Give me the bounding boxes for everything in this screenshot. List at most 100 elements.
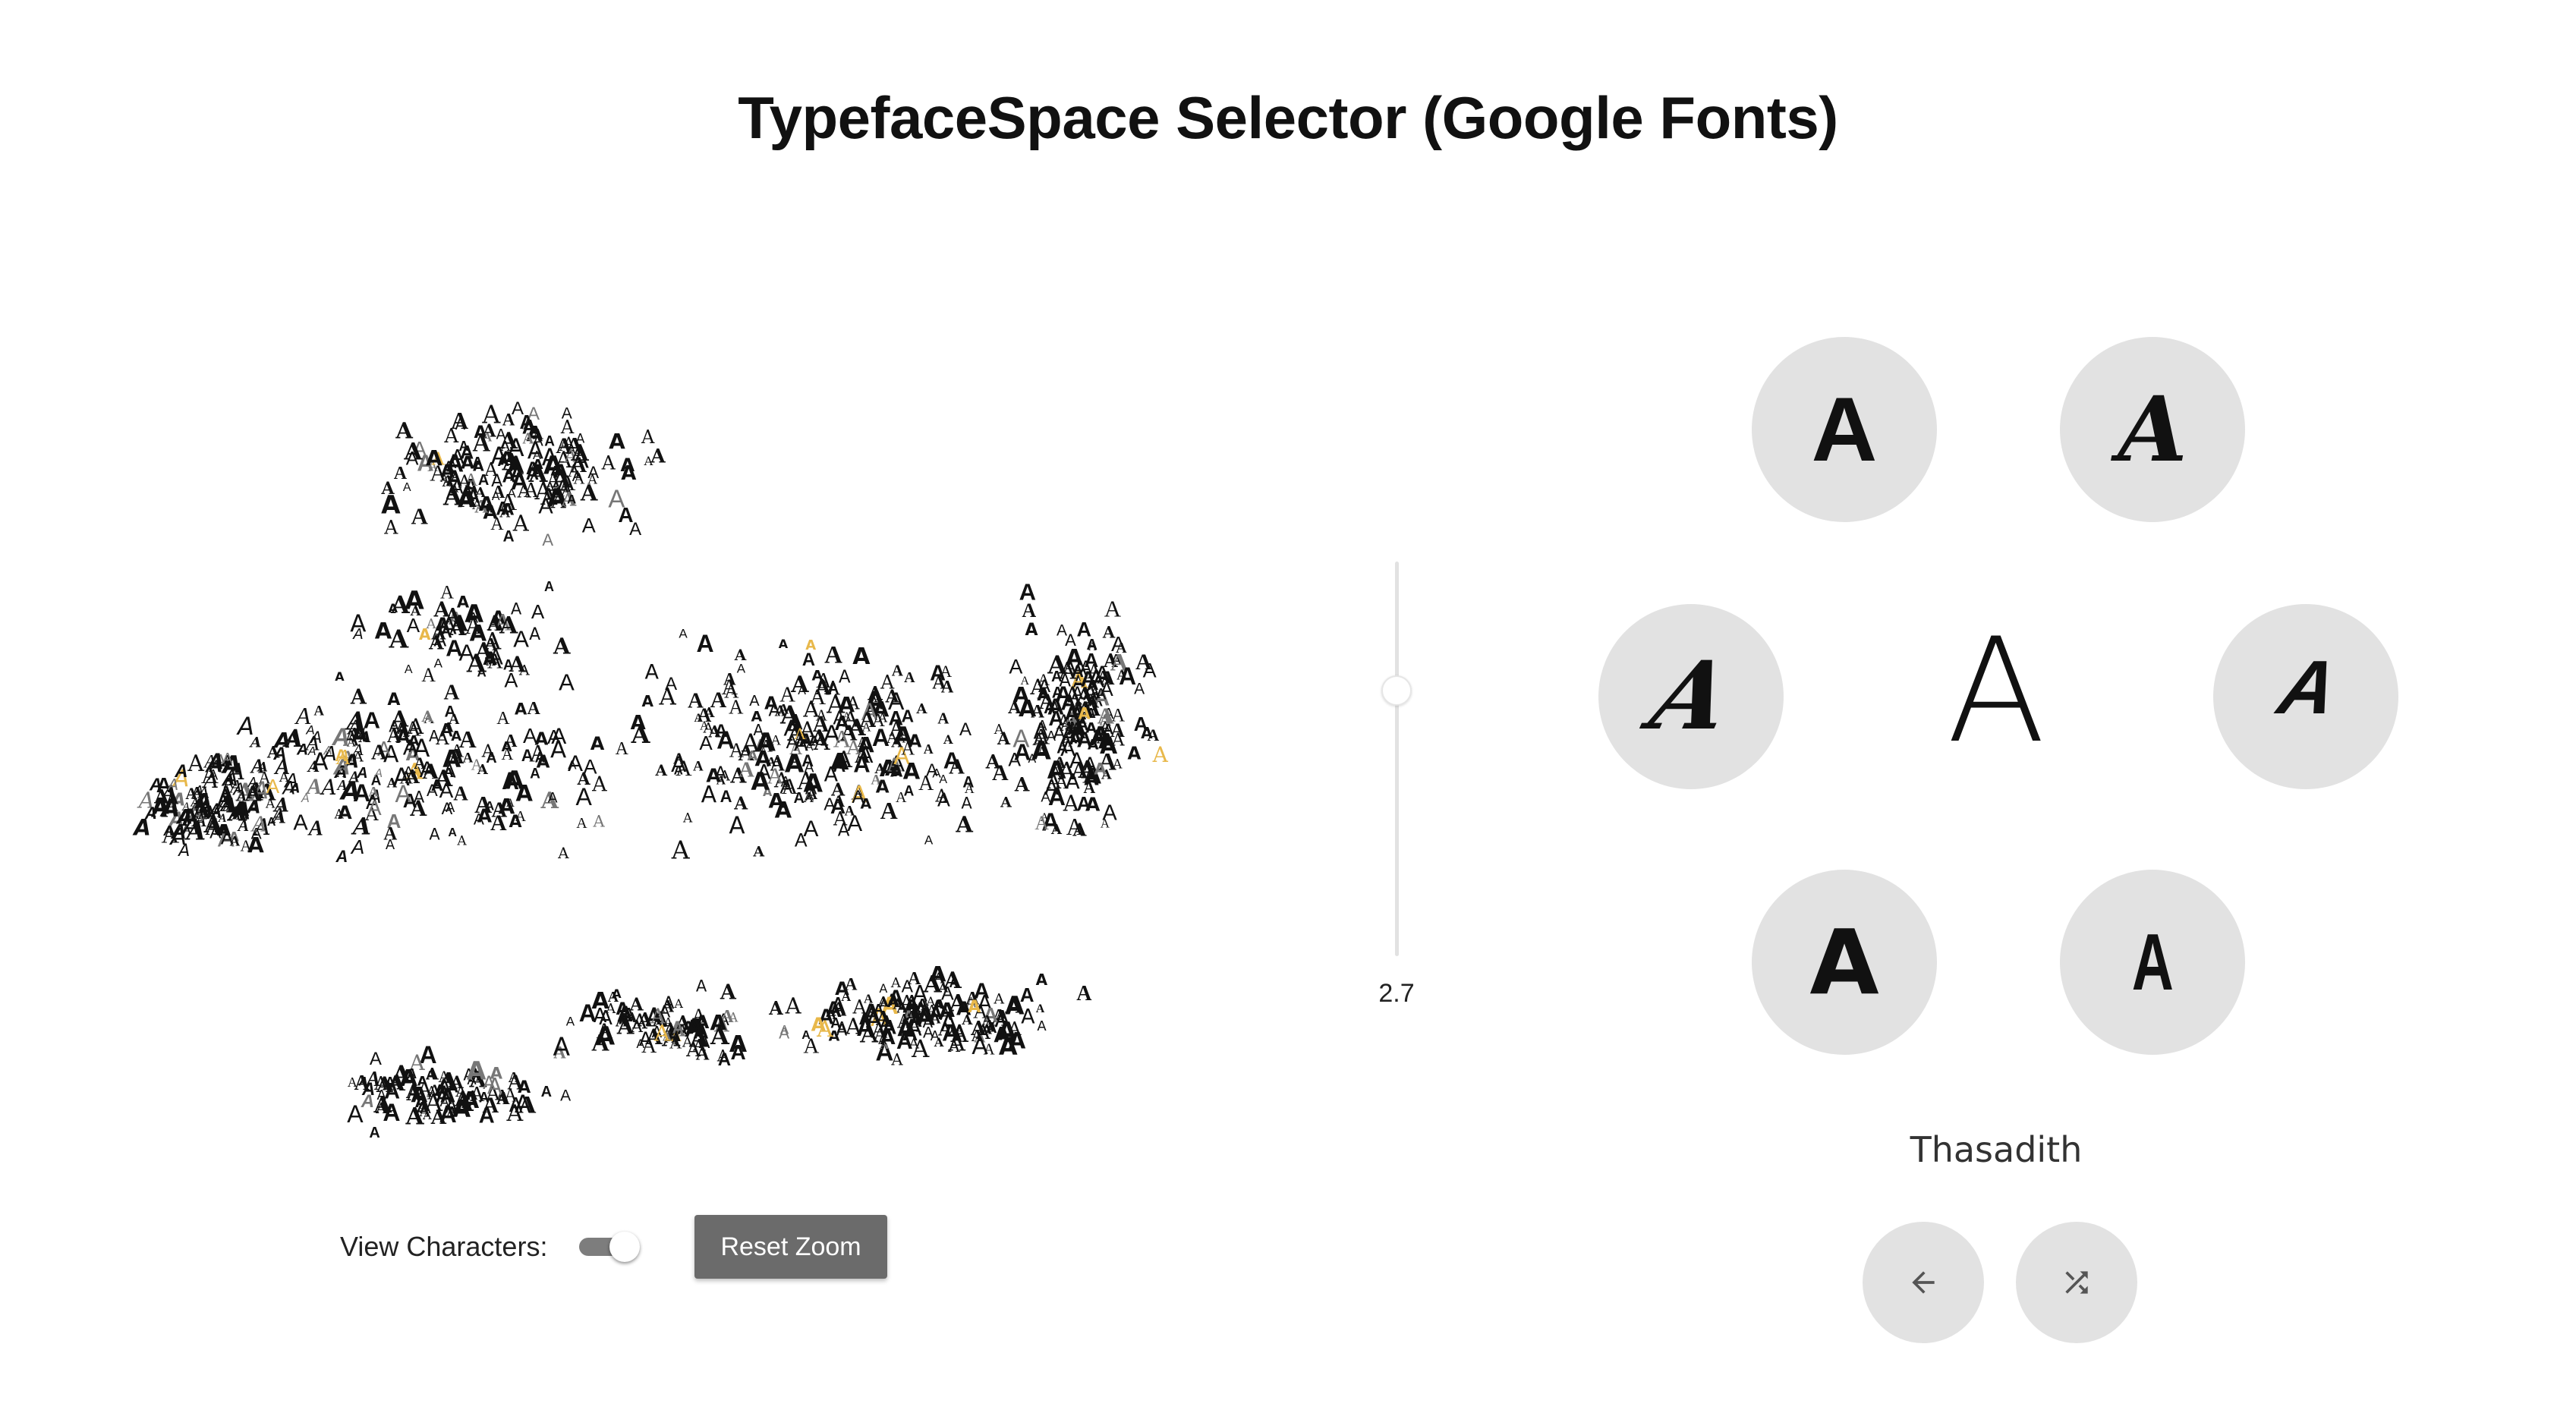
font-glyph-point[interactable]: A (486, 749, 497, 766)
font-glyph-point[interactable]: A (477, 472, 490, 489)
font-glyph-point[interactable]: A (517, 480, 531, 502)
font-glyph-point[interactable]: A (532, 449, 541, 463)
font-glyph-point[interactable]: A (937, 709, 949, 727)
font-glyph-point[interactable]: A (417, 1074, 428, 1090)
font-glyph-point[interactable]: A (446, 448, 464, 477)
font-glyph-point[interactable]: A (460, 442, 474, 464)
font-glyph-point[interactable]: A (439, 582, 455, 603)
font-glyph-point[interactable]: A (790, 754, 799, 768)
font-glyph-point[interactable]: A (696, 630, 714, 658)
font-glyph-point[interactable]: A (948, 1037, 960, 1056)
font-glyph-point[interactable]: A (447, 1079, 458, 1096)
font-glyph-point[interactable]: A (414, 754, 427, 773)
font-glyph-point[interactable]: A (615, 739, 628, 760)
font-glyph-point[interactable]: A (461, 453, 474, 474)
font-glyph-point[interactable]: A (458, 439, 469, 454)
font-glyph-point[interactable]: A (1034, 811, 1050, 834)
font-glyph-point[interactable]: A (307, 773, 323, 799)
font-glyph-point[interactable]: A (531, 600, 545, 623)
font-glyph-point[interactable]: A (337, 777, 348, 795)
font-glyph-point[interactable]: A (458, 472, 471, 493)
font-glyph-point[interactable]: A (305, 731, 320, 756)
font-glyph-point[interactable]: A (358, 1074, 368, 1089)
font-glyph-point[interactable]: A (424, 760, 436, 779)
font-glyph-point[interactable]: A (307, 757, 320, 776)
font-glyph-point[interactable]: A (334, 761, 348, 782)
font-glyph-point[interactable]: A (902, 758, 921, 785)
font-glyph-point[interactable]: A (729, 738, 745, 762)
font-glyph-point[interactable]: A (688, 688, 704, 713)
font-glyph-point[interactable]: A (1008, 1018, 1022, 1040)
font-glyph-point[interactable]: A (348, 715, 361, 740)
font-glyph-point[interactable]: A (608, 484, 625, 513)
font-glyph-point[interactable]: A (1035, 970, 1048, 989)
font-glyph-point[interactable]: A (527, 698, 540, 719)
font-glyph-point[interactable]: A (593, 812, 605, 831)
font-glyph-point[interactable]: A (449, 480, 459, 496)
font-glyph-point[interactable]: A (408, 714, 424, 740)
font-glyph-point[interactable]: A (442, 760, 456, 782)
font-glyph-point[interactable]: A (546, 468, 561, 492)
font-glyph-point[interactable]: A (519, 410, 534, 433)
font-glyph-point[interactable]: A (734, 793, 748, 814)
font-glyph-point[interactable]: A (285, 769, 299, 791)
font-glyph-point[interactable]: A (891, 1050, 903, 1069)
font-glyph-point[interactable]: A (940, 661, 953, 681)
font-glyph-point[interactable]: A (505, 765, 524, 795)
font-glyph-point[interactable]: A (785, 993, 801, 1019)
font-glyph-point[interactable]: A (510, 467, 528, 495)
font-glyph-point[interactable]: A (386, 776, 397, 791)
font-glyph-point[interactable]: A (436, 728, 449, 750)
font-glyph-point[interactable]: A (266, 742, 280, 762)
font-glyph-point[interactable]: A (522, 724, 537, 748)
font-glyph-point[interactable]: A (523, 479, 540, 503)
font-glyph-point[interactable]: A (916, 701, 927, 718)
shuffle-button[interactable] (2016, 1222, 2137, 1343)
view-characters-toggle[interactable] (579, 1232, 641, 1262)
font-glyph-point[interactable]: A (982, 1012, 993, 1027)
font-glyph-point[interactable]: A (1088, 640, 1097, 654)
font-glyph-point[interactable]: A (566, 492, 577, 507)
font-glyph-point[interactable]: A (1141, 723, 1153, 742)
font-glyph-point[interactable]: A (906, 1015, 922, 1041)
font-glyph-point[interactable]: A (405, 744, 420, 765)
font-glyph-point[interactable]: A (450, 476, 464, 499)
font-glyph-point[interactable]: A (237, 711, 254, 741)
font-glyph-point[interactable]: A (729, 1031, 748, 1059)
font-glyph-point[interactable]: A (1065, 630, 1076, 650)
zoom-slider[interactable] (1381, 562, 1412, 956)
font-glyph-point[interactable]: A (527, 403, 540, 424)
font-glyph-point[interactable]: A (458, 486, 474, 512)
font-glyph-point[interactable]: A (509, 813, 522, 832)
font-glyph-point[interactable]: A (342, 747, 354, 765)
font-glyph-point[interactable]: A (274, 794, 289, 817)
font-glyph-point[interactable]: A (363, 706, 380, 734)
font-glyph-point[interactable]: A (526, 421, 543, 447)
font-glyph-point[interactable]: A (413, 733, 430, 763)
font-glyph-point[interactable]: A (335, 746, 348, 766)
font-glyph-point[interactable]: A (357, 764, 368, 782)
font-glyph-point[interactable]: A (571, 439, 589, 467)
font-glyph-point[interactable]: A (475, 484, 486, 501)
font-glyph-point[interactable]: A (514, 700, 527, 719)
font-glyph-point[interactable]: A (443, 719, 454, 735)
neighbor-font-left[interactable]: A (1598, 604, 1784, 789)
font-glyph-point[interactable]: A (385, 837, 395, 854)
font-glyph-point[interactable]: A (803, 1034, 820, 1059)
font-glyph-point[interactable]: A (1025, 621, 1038, 640)
font-glyph-point[interactable]: A (1078, 704, 1091, 723)
font-glyph-point[interactable]: A (507, 433, 524, 462)
font-glyph-point[interactable]: A (891, 661, 903, 680)
font-glyph-point[interactable]: A (490, 442, 507, 470)
font-glyph-point[interactable]: A (423, 710, 435, 727)
font-glyph-point[interactable]: A (451, 468, 460, 483)
font-glyph-point[interactable]: A (540, 788, 559, 815)
font-glyph-point[interactable]: A (511, 398, 524, 419)
font-glyph-point[interactable]: A (453, 782, 468, 805)
font-glyph-point[interactable]: A (433, 656, 442, 671)
font-glyph-point[interactable]: A (1037, 1018, 1047, 1035)
font-glyph-point[interactable]: A (381, 478, 395, 499)
font-glyph-point[interactable]: A (729, 812, 745, 840)
font-glyph-point[interactable]: A (576, 814, 587, 832)
font-glyph-point[interactable]: A (581, 514, 596, 537)
